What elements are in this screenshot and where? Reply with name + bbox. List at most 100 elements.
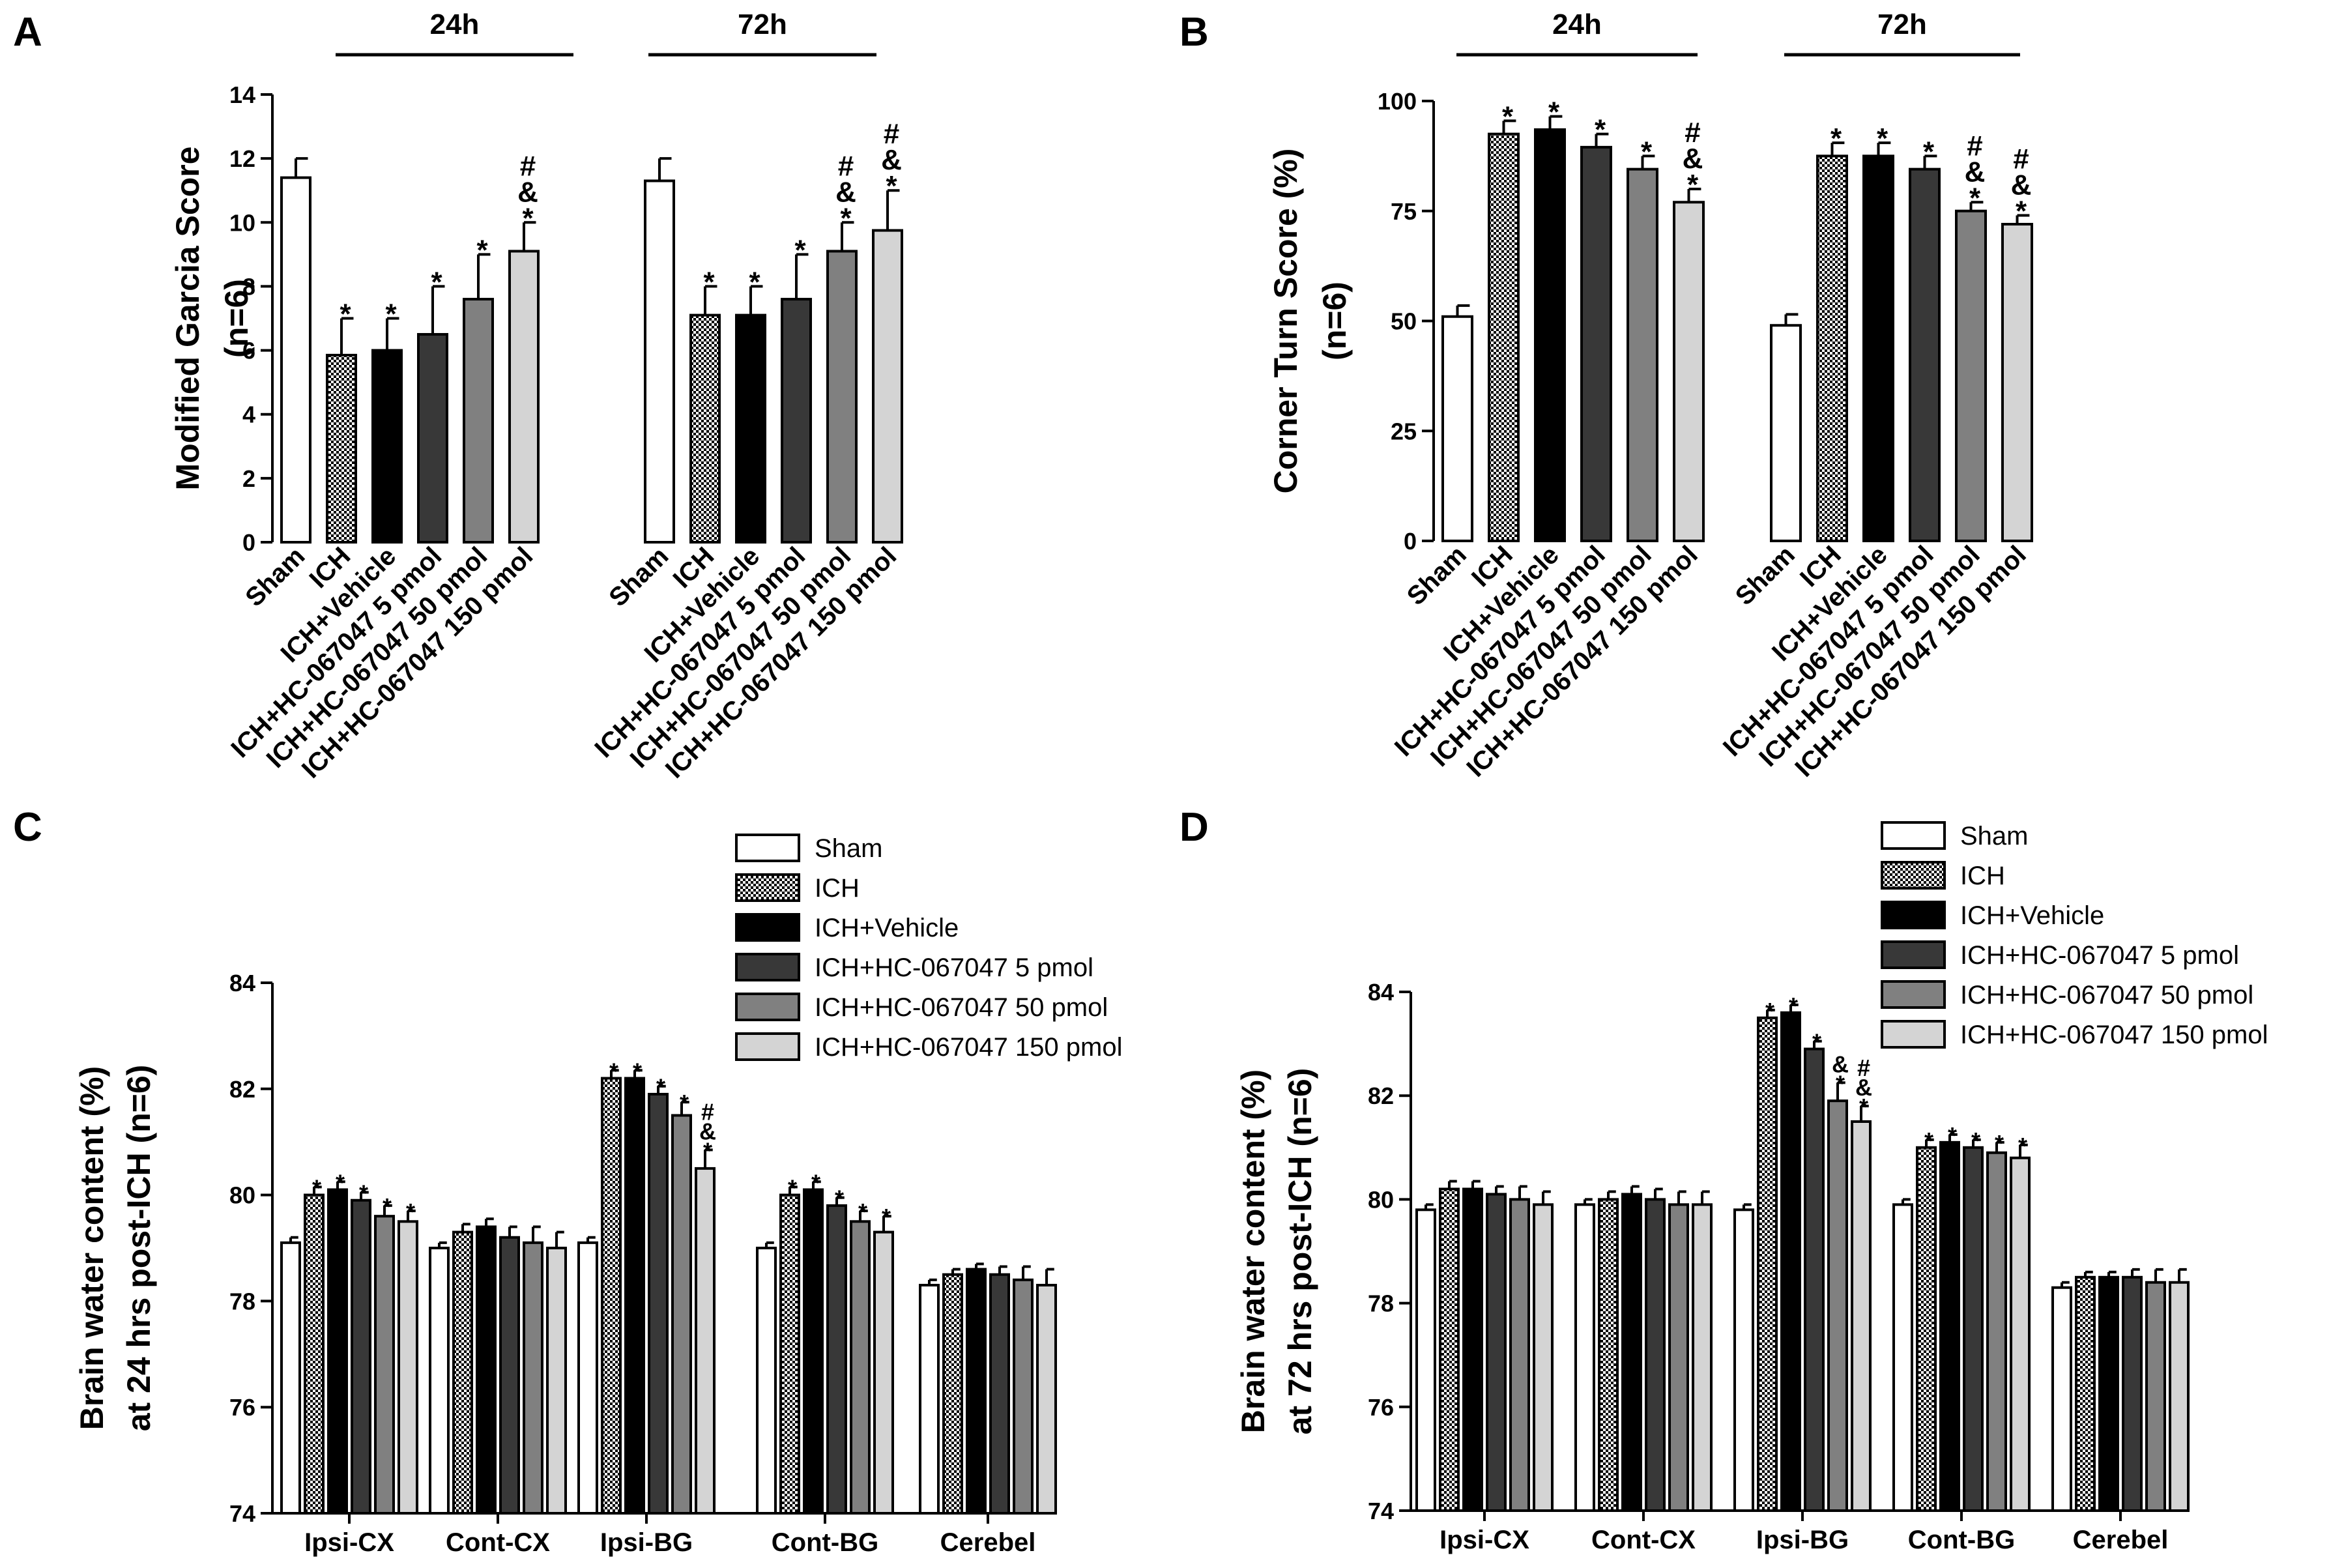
legend-swatch [1881,1020,1946,1049]
bar-g1-3 [1909,167,1941,542]
y-tick-label: 50 [1391,308,1417,335]
legend-swatch [1881,861,1946,890]
y-tick-label: 2 [242,465,255,492]
x-category-label: Cont-BG [1908,1526,2015,1554]
significance-mark: * [1859,1094,1868,1120]
bar-c4-s3 [2122,1275,2143,1513]
bar-c1-s3 [1645,1198,1666,1513]
legend-label: ICH+HC-067047 150 pmol [815,1033,1122,1062]
significance-mark: * [680,1090,689,1116]
significance-mark: # [884,118,899,150]
significance-mark: * [312,1174,321,1201]
bar-c2-s2 [1780,1011,1801,1512]
legend-label: ICH+HC-067047 50 pmol [815,993,1108,1022]
y-tick-label: 0 [1404,528,1417,555]
significance-mark: * [794,234,806,266]
bar-c3-s1 [779,1193,800,1515]
y-tick-label: 76 [229,1394,255,1421]
significance-mark: & [881,144,902,176]
significance-mark: * [835,1185,844,1212]
significance-mark: # [838,150,854,182]
panel-letter: D [1179,805,1209,850]
bar-c2-s2 [624,1077,645,1515]
legend-swatch [1881,980,1946,1009]
bar-g1-3 [781,298,812,544]
time-label: 72h [738,8,787,40]
y-tick-label: 14 [229,81,255,108]
y-tick-label: 84 [229,970,255,996]
bar-c3-s0 [756,1247,777,1515]
y-axis-subtitle: at 24 hrs post-ICH (n=6) [121,1065,157,1432]
significance-mark: * [1924,1127,1933,1154]
significance-mark: * [703,1137,712,1164]
y-tick-label: 6 [242,338,255,364]
y-tick-label: 80 [1368,1186,1394,1213]
time-label: 24h [430,8,480,40]
significance-mark: * [383,1193,392,1220]
bar-g1-2 [735,313,766,544]
legend-label: Sham [815,834,883,863]
significance-mark: * [1548,96,1560,128]
bar-g1-5 [872,229,903,544]
panel-letter: C [13,805,42,850]
significance-mark: * [1836,1070,1845,1097]
bar-c0-s4 [1509,1198,1530,1513]
bar-c0-s0 [280,1241,301,1515]
y-tick-label: 74 [229,1500,255,1527]
y-tick-label: 82 [1368,1082,1394,1109]
significance-mark: * [656,1074,665,1101]
significance-mark: * [1789,993,1798,1019]
legend-swatch [1881,901,1946,929]
bar-c3-s3 [1963,1146,1984,1513]
significance-mark: # [1685,117,1700,149]
legend-swatch [735,953,800,981]
bar-g0-0 [1441,315,1473,542]
x-category-label: Cont-BG [772,1528,878,1557]
bar-c2-s5 [1851,1120,1872,1512]
bar-c1-s0 [1574,1203,1595,1512]
x-category-label: Ipsi-CX [1439,1526,1529,1554]
panel-letter: A [13,10,42,55]
bar-g1-1 [689,313,721,544]
x-category-label: Ipsi-BG [1756,1526,1849,1554]
time-label: 72h [1877,8,1927,40]
legend-swatch [735,873,800,902]
bar-g0-4 [1627,167,1658,542]
y-tick-label: 82 [229,1076,255,1103]
y-tick-label: 12 [229,145,255,172]
x-category-label: Ipsi-CX [304,1528,394,1557]
y-axis-title: Brain water content (%) [1235,1069,1271,1433]
legend-swatch [735,913,800,942]
significance-mark: * [633,1058,642,1084]
bar-c0-s4 [374,1215,395,1515]
bar-c2-s1 [601,1077,622,1515]
significance-mark: * [340,298,351,330]
x-category-label: Cerebel [940,1528,1036,1557]
bar-c3-s5 [2010,1156,2031,1512]
bar-c2-s1 [1757,1016,1778,1513]
bar-g1-4 [1955,209,1987,542]
y-axis-subtitle: at 72 hrs post-ICH (n=6) [1282,1068,1318,1435]
bar-c4-s0 [919,1283,940,1515]
significance-mark: # [701,1098,714,1125]
y-tick-label: 10 [229,209,255,236]
bar-c3-s0 [1892,1203,1913,1512]
legend-swatch [1881,940,1946,969]
y-tick-label: 4 [242,401,255,428]
legend-swatch [1881,821,1946,850]
significance-mark: * [1877,123,1888,154]
y-axis-title: Brain water content (%) [74,1066,110,1430]
legend-label: ICH [1960,862,2005,890]
y-axis-subtitle: (n=6) [218,279,255,358]
bar-g1-0 [644,179,675,544]
bar-g0-3 [417,333,448,544]
bar-c0-s3 [351,1198,371,1515]
significance-mark: * [406,1198,415,1225]
bar-g0-3 [1580,145,1612,542]
y-tick-label: 80 [229,1182,255,1209]
bar-c2-s4 [1827,1099,1848,1513]
y-tick-label: 78 [1368,1290,1394,1317]
bar-g0-4 [463,298,494,544]
bar-g0-5 [1673,201,1705,542]
significance-mark: * [749,266,760,298]
